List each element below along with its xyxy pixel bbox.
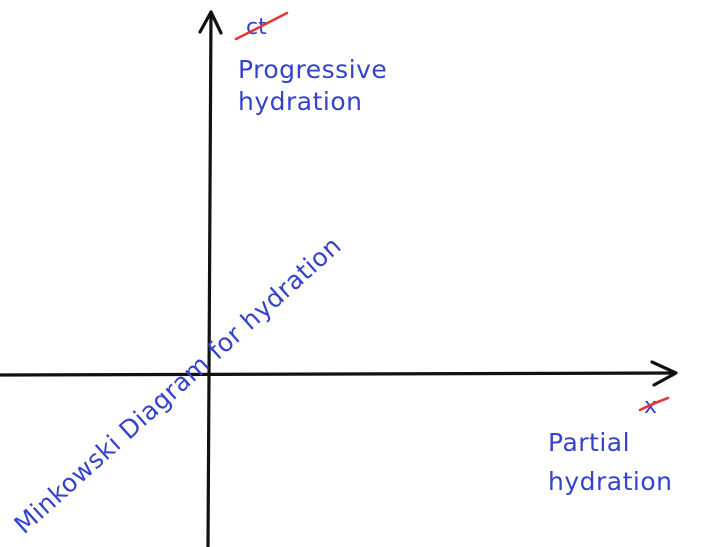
x-axis-label-line-2: hydration: [548, 467, 673, 496]
y-axis-label-line-2: hydration: [238, 87, 363, 116]
x-axis-line: [0, 371, 677, 377]
y-axis-arrowhead: [198, 10, 223, 35]
y-axis-line: [206, 10, 213, 547]
x-axis-arrowhead: [650, 360, 678, 387]
y-axis-label-line-1: Progressive: [238, 55, 387, 84]
y-axis-struck-label: ct: [234, 11, 289, 41]
x-axis-strike-mark: [638, 396, 670, 412]
diagram-title: Minkowski Diagram for hydration: [9, 231, 347, 540]
y-axis-strike-mark: [234, 11, 289, 41]
x-axis: [0, 360, 678, 387]
x-axis-struck-label: x: [638, 394, 670, 419]
x-axis-label-line-1: Partial: [548, 428, 630, 457]
x-axis-struck-text: x: [644, 394, 657, 419]
y-axis: [198, 10, 223, 547]
